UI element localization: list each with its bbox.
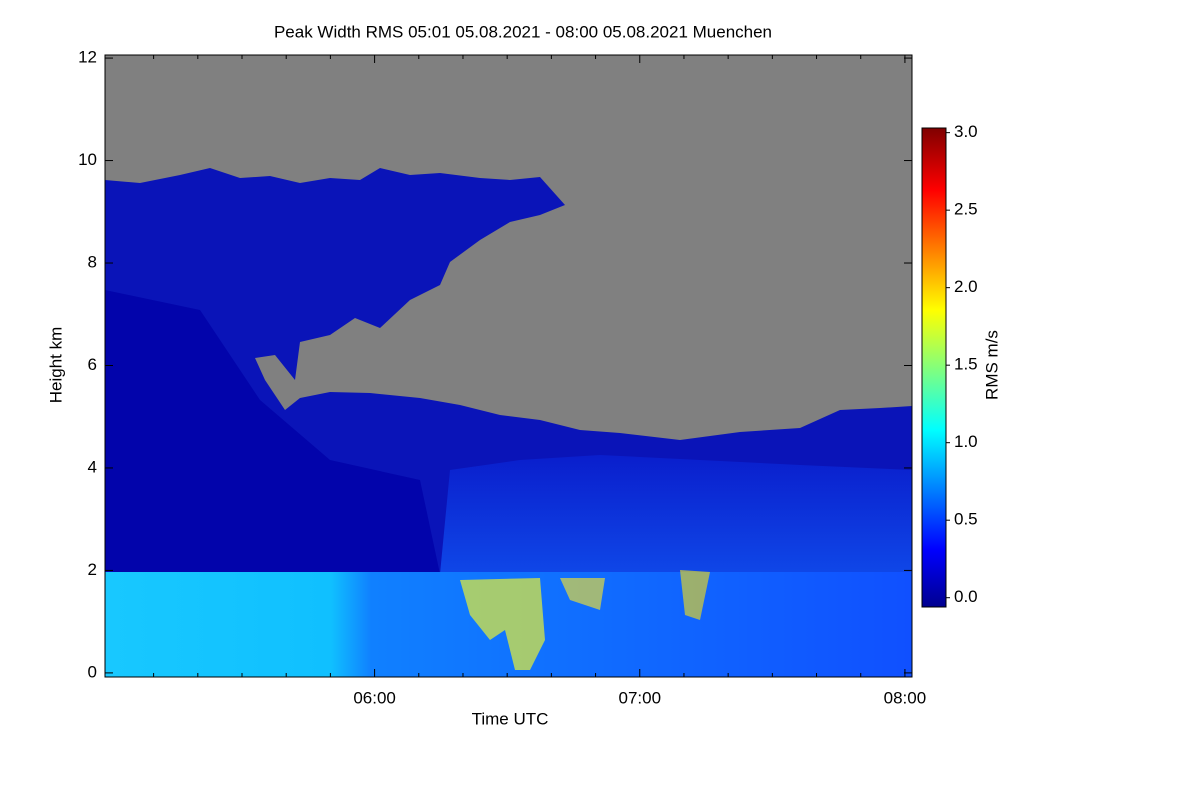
colorbar-tick-label: 2.0 xyxy=(954,277,978,296)
y-tick-label: 4 xyxy=(88,457,97,476)
y-tick-label: 10 xyxy=(78,150,97,169)
y-tick-label: 8 xyxy=(88,253,97,272)
plot-frame xyxy=(104,54,913,678)
colorbar xyxy=(921,127,947,608)
y-tick-label: 0 xyxy=(88,662,97,681)
colorbar-tick-label: 1.0 xyxy=(954,432,978,451)
heatmap-field xyxy=(105,55,912,677)
x-tick-label: 06:00 xyxy=(353,688,396,707)
colorbar-tick-label: 2.5 xyxy=(954,200,978,219)
y-axis-label: Height km xyxy=(46,327,65,404)
colorbar-label: RMS m/s xyxy=(982,330,1001,400)
colorbar-tick-label: 3.0 xyxy=(954,122,978,141)
y-tick-label: 2 xyxy=(88,560,97,579)
x-tick-label: 07:00 xyxy=(618,688,661,707)
x-axis-label: Time UTC xyxy=(472,709,549,728)
colorbar-tick-label: 0.0 xyxy=(954,587,978,606)
y-tick-label: 6 xyxy=(88,355,97,374)
colorbar-tick-label: 0.5 xyxy=(954,510,978,529)
chart-title: Peak Width RMS 05:01 05.08.2021 - 08:00 … xyxy=(274,22,772,41)
x-tick-label: 08:00 xyxy=(884,688,927,707)
y-tick-label: 12 xyxy=(78,48,97,67)
colorbar-tick-label: 1.5 xyxy=(954,355,978,374)
